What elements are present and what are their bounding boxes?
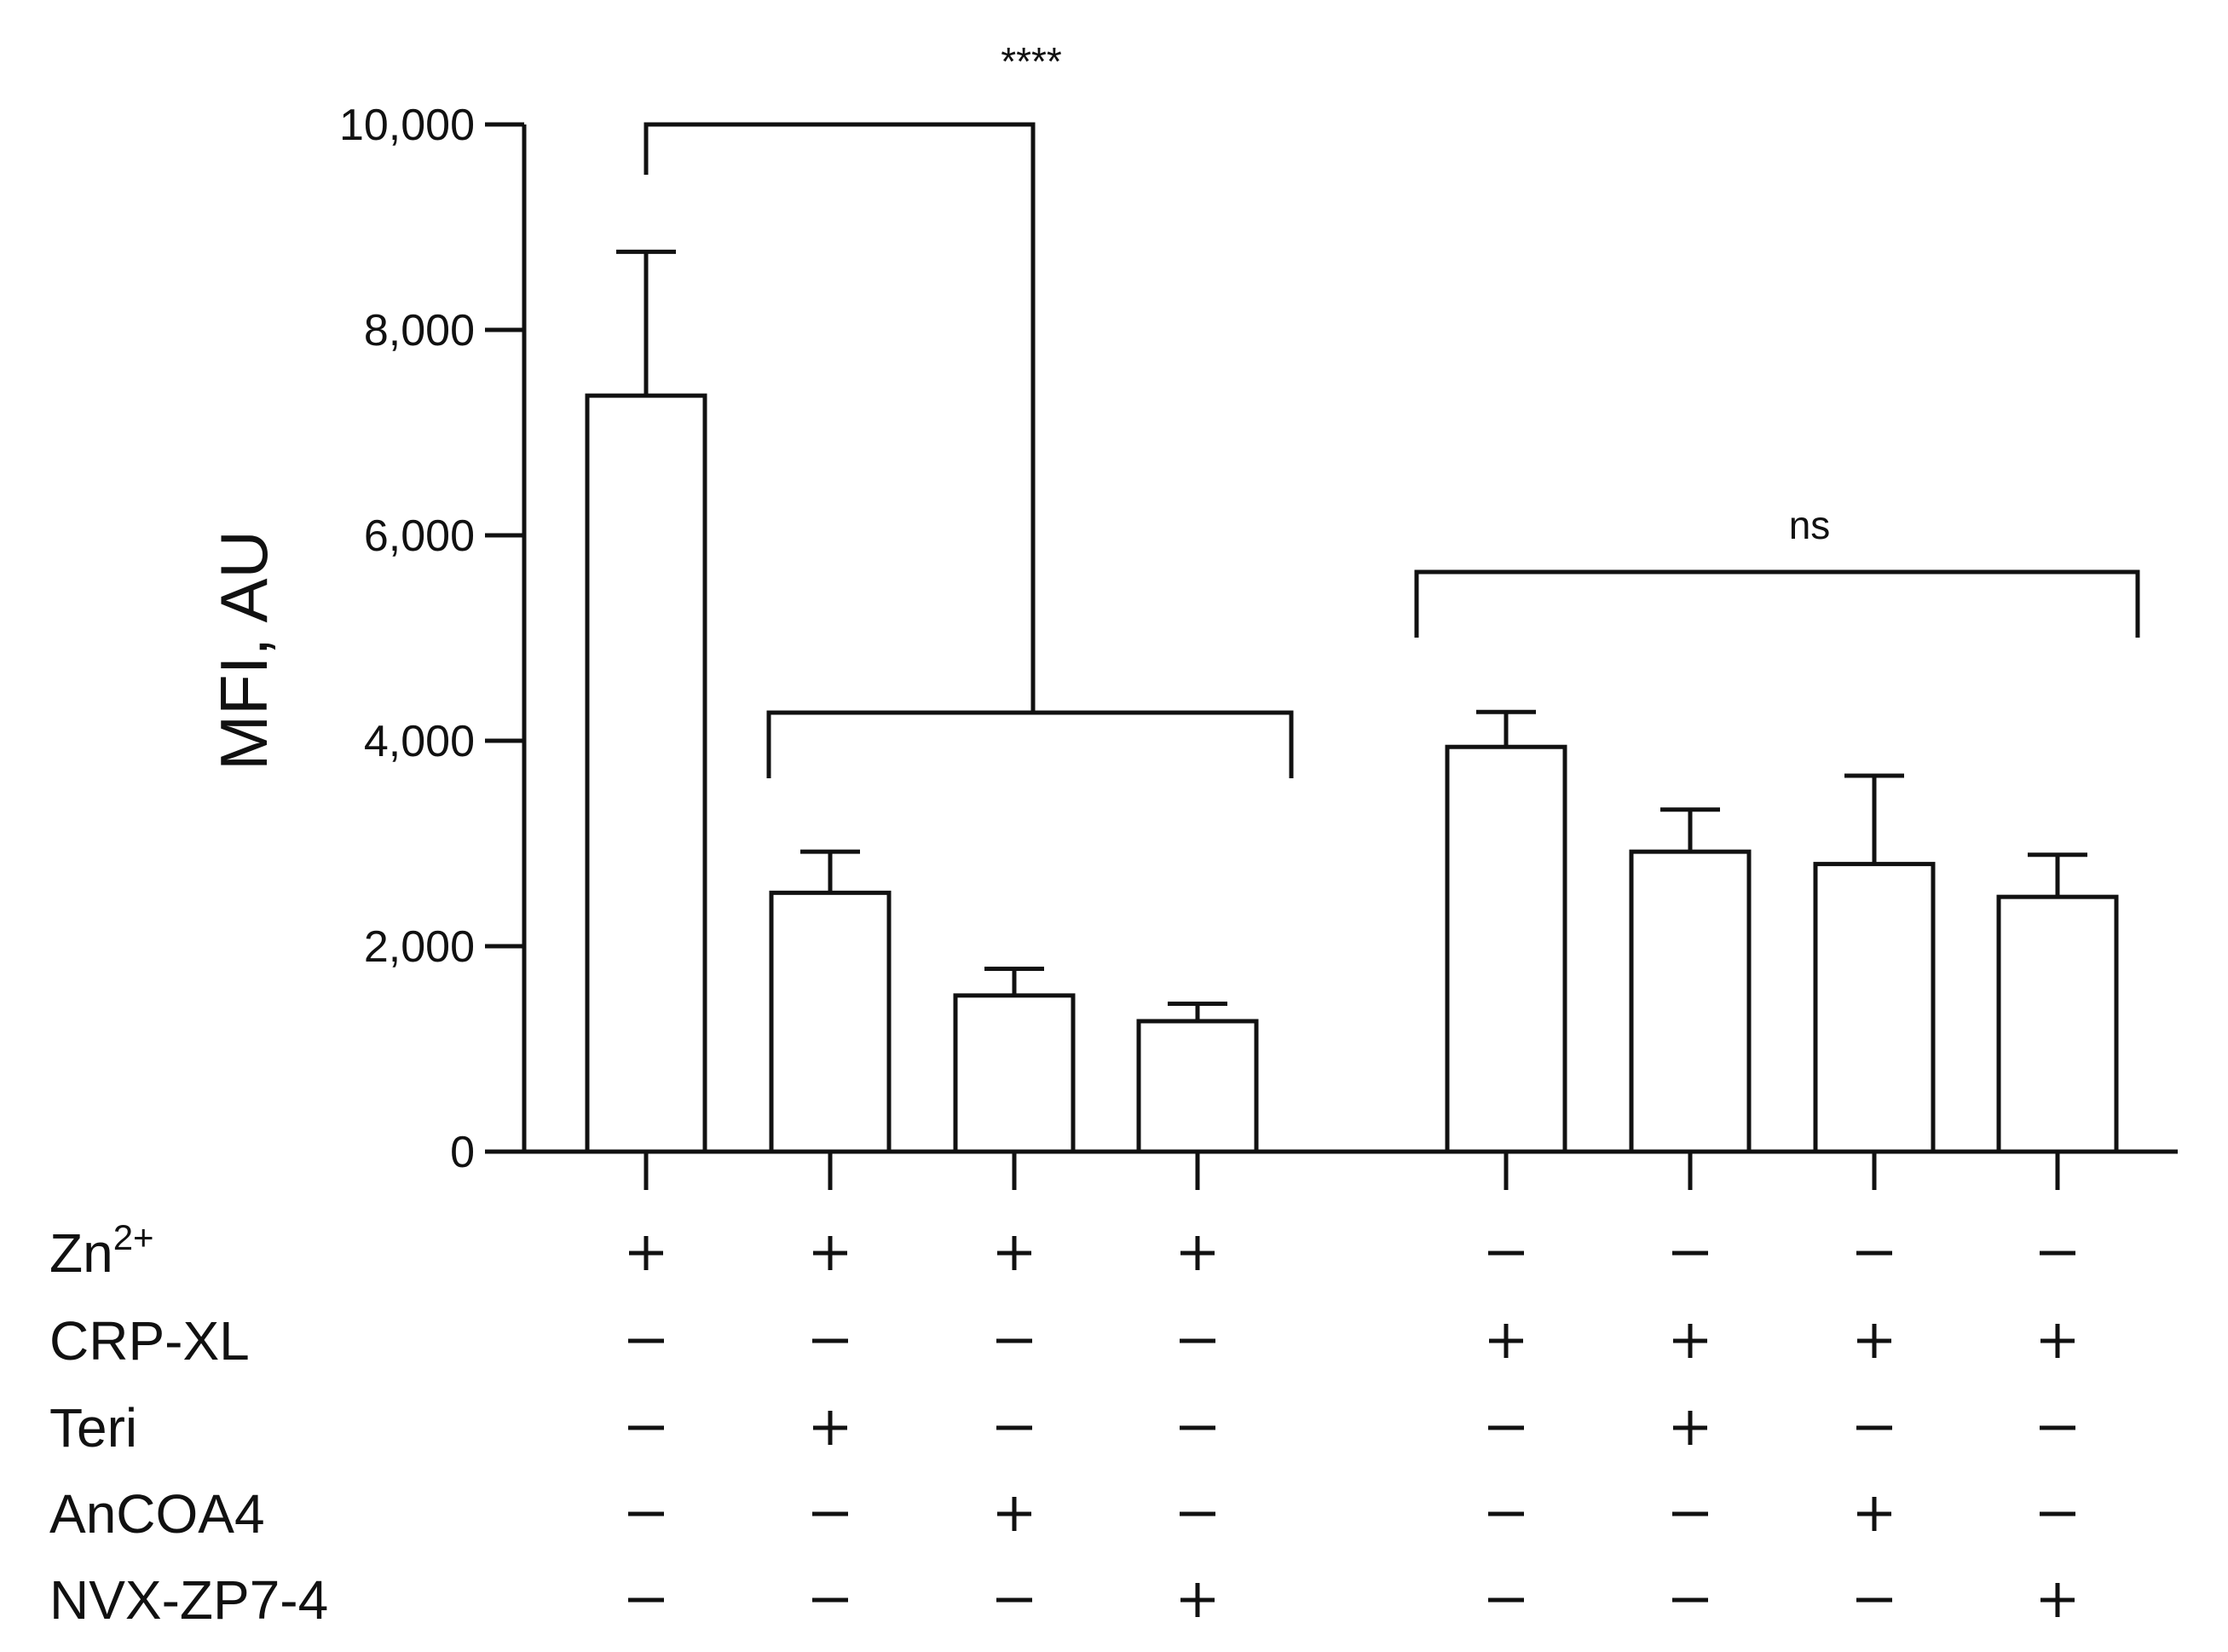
bar-2 [769, 890, 892, 1154]
significance-brackets: **** ns [644, 39, 2140, 778]
significance-label-stars: **** [1001, 39, 1062, 84]
bar-5 [1445, 744, 1567, 1154]
y-tick-label-3: 6,000 [364, 511, 475, 561]
y-tick-label-5: 10,000 [339, 101, 475, 150]
y-tick-label-1: 2,000 [364, 922, 475, 972]
bracket-stars-connector [644, 122, 1036, 713]
condition-table: Zn2+ CRP-XL Teri AnCOA4 NVX-ZP7-4 [49, 1217, 2075, 1631]
bars-group [585, 249, 2119, 1154]
bracket-ns [1414, 569, 2140, 638]
y-axis-label: MFI, AU [206, 530, 281, 771]
y-tick-label-4: 8,000 [364, 306, 475, 355]
bar-8 [1996, 894, 2119, 1154]
bar-1 [585, 393, 707, 1154]
condition-label-4: AnCOA4 [49, 1483, 265, 1545]
bar-4 [1136, 1019, 1259, 1154]
bracket-stars-group [766, 710, 1294, 778]
y-axis-label-group: MFI, AU [206, 530, 281, 771]
bar-6 [1629, 849, 1752, 1154]
axes-group: 0 2,000 4,000 6,000 8,000 10,000 [339, 101, 2178, 1190]
significance-label-ns: ns [1789, 503, 1831, 547]
bar-7 [1813, 862, 1936, 1154]
condition-label-5: NVX-ZP7-4 [49, 1569, 328, 1631]
condition-label-2: CRP-XL [49, 1310, 250, 1372]
condition-label-3: Teri [49, 1397, 137, 1458]
condition-label-1: Zn2+ [49, 1217, 154, 1284]
bar-3 [953, 993, 1076, 1154]
y-tick-label-0: 0 [450, 1128, 475, 1177]
y-tick-label-2: 4,000 [364, 717, 475, 766]
